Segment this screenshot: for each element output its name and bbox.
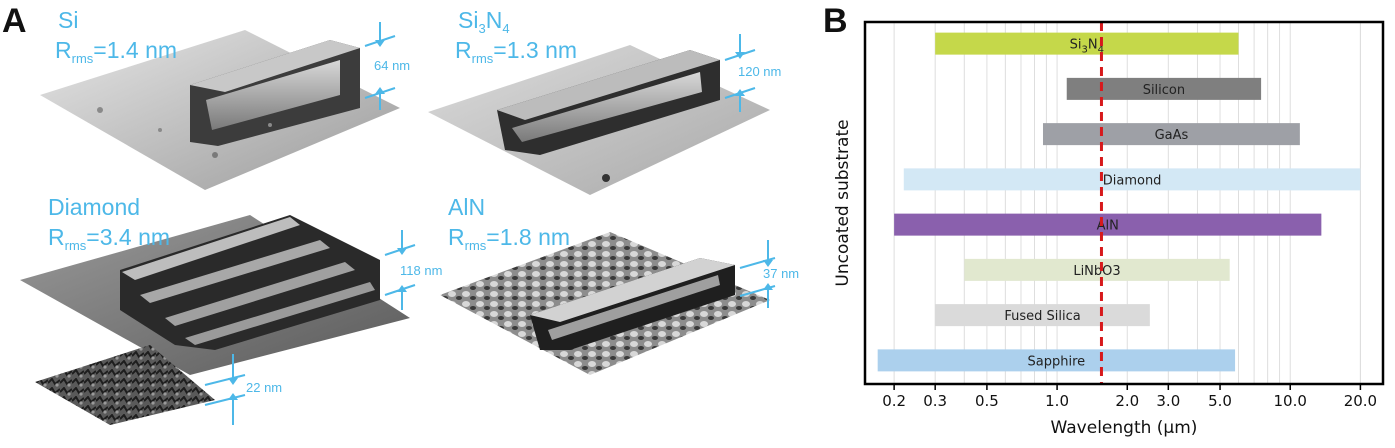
si-rms: Rrms=1.4 nm [55,37,177,66]
bar-label: Diamond [1103,173,1162,188]
bar-label: Si3N4 [1070,38,1104,56]
inset-height: 22 nm [246,380,282,395]
si3n4-height: 120 nm [738,64,781,79]
x-tick-label: 2.0 [1115,392,1139,410]
aln-rms: Rrms=1.8 nm [448,224,570,253]
svg-text:Rrms=1.4 nm: Rrms=1.4 nm [55,37,177,66]
x-tick-label: 0.5 [975,392,999,410]
bar-gaas [1042,123,1300,146]
x-tick-label: 3.0 [1156,392,1180,410]
bar-label: Sapphire [1028,354,1086,369]
x-tick-label: 0.3 [923,392,947,410]
svg-text:Rrms=1.8 nm: Rrms=1.8 nm [448,224,570,253]
bar-sapphire [877,349,1236,372]
bar-linbo3 [964,258,1230,281]
x-tick-label: 5.0 [1208,392,1232,410]
diamond-rms: Rrms=3.4 nm [48,224,170,253]
plot-frame [863,20,1385,386]
bar-fused-silica [935,304,1150,327]
x-tick-label: 10.0 [1274,392,1307,410]
marker-arrowheads [228,40,773,400]
bar-label: GaAs [1155,128,1189,143]
bar-label: LiNbO3 [1073,264,1120,279]
si3n4-rms: Rrms=1.3 nm [455,37,577,66]
panel-b-letter: B [823,2,848,40]
aln-afm-image [440,232,770,375]
afm-surfaces: Si Rrms=1.4 nm Si3N4 Rrms=1.3 nm Diamond… [20,7,799,425]
bar-diamond [903,168,1361,191]
si3n4-label: Si3N4 [458,7,510,36]
si-label: Si [58,7,78,33]
si-afm-image [40,30,400,190]
aln-height: 37 nm [763,266,799,281]
bar-silicon [1066,77,1262,100]
si3n4-afm-image [428,45,770,195]
bar-label: Silicon [1143,83,1185,98]
bar-aln [894,213,1322,236]
svg-text:Rrms=1.3 nm: Rrms=1.3 nm [455,37,577,66]
svg-text:Rrms=3.4 nm: Rrms=3.4 nm [48,224,170,253]
x-tick-label: 1.0 [1045,392,1069,410]
y-axis-label: Uncoated substrate [833,119,853,286]
diamond-afm-image [20,215,410,375]
panel-a-letter: A [2,2,27,40]
bar-label: Fused Silica [1004,309,1080,324]
diamond-label: Diamond [48,194,140,220]
si-height: 64 nm [374,58,410,73]
diamond-height: 118 nm [400,263,442,278]
aln-label: AlN [448,194,485,220]
bar-si3n4 [935,32,1239,55]
diamond-rough-inset [35,345,215,425]
x-tick-label: 0.2 [882,392,906,410]
x-axis-label: Wavelength (μm) [1051,418,1198,438]
x-tick-label: 20.0 [1344,392,1377,410]
panel-b-chart: Si3N4 Silicon GaAs Diamond AlN LiNbO3 Fused Si… [820,0,1395,443]
panel-a-afm-images: Si Rrms=1.4 nm Si3N4 Rrms=1.3 nm Diamond… [20,7,799,425]
